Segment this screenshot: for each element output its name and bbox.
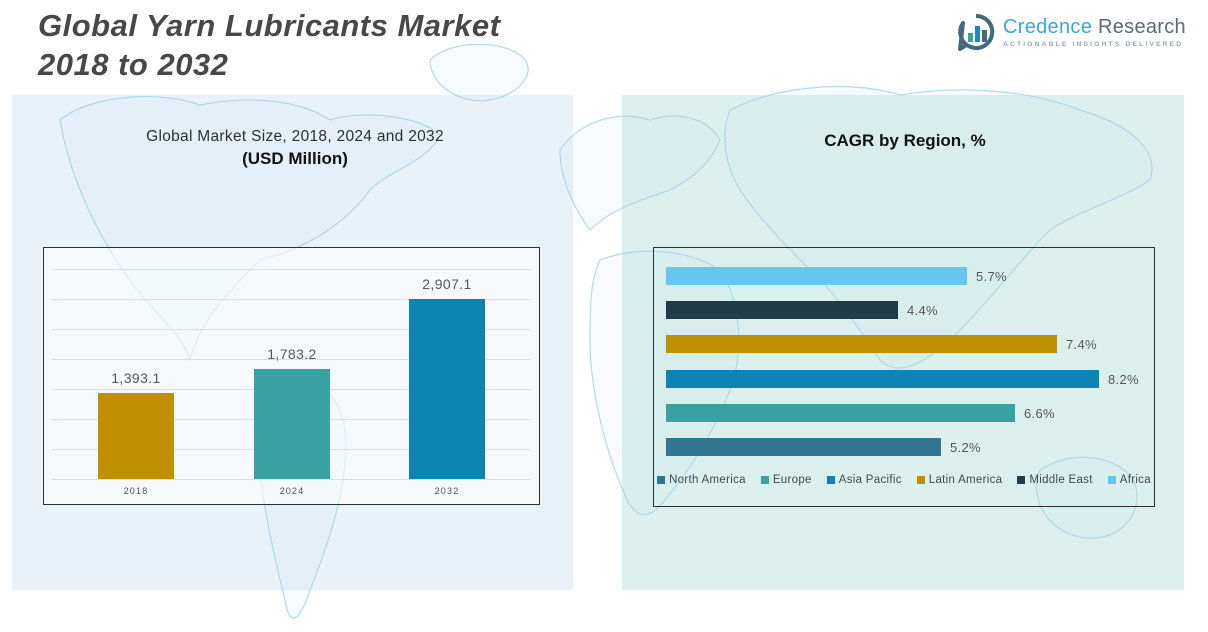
page-title: Global Yarn Lubricants Market 2018 to 203…: [38, 6, 500, 84]
logo-brand-primary: Credence: [1003, 16, 1093, 38]
page-title-line2: 2018 to 2032: [38, 47, 229, 82]
legend-swatch: [760, 476, 769, 484]
legend-label: North America: [669, 474, 746, 486]
logo-brand-secondary: Research: [1097, 16, 1186, 38]
cagr-value-label: 7.4%: [1066, 337, 1097, 352]
legend-swatch: [1017, 476, 1026, 484]
page-title-line1: Global Yarn Lubricants Market: [38, 8, 501, 43]
cagr-bar-europe: [666, 404, 1015, 422]
cagr-bar-middle-east: [666, 301, 898, 319]
credence-research-logo: Credence Research Actionable Insights De…: [956, 13, 1186, 53]
legend-swatch: [916, 476, 925, 484]
market-size-value-label: 2,907.1: [422, 276, 472, 292]
logo-bar-chart-icon: [958, 13, 995, 51]
legend-item-north-america: North America: [657, 474, 746, 486]
cagr-value-label: 8.2%: [1108, 372, 1139, 387]
market-size-axis-label: 2032: [434, 486, 460, 496]
gridline: [52, 269, 531, 270]
legend-item-middle-east: Middle East: [1017, 474, 1092, 486]
legend-label: Asia Pacific: [838, 474, 902, 486]
legend-label: Latin America: [928, 474, 1003, 486]
market-size-chart-title: Global Market Size, 2018, 2024 and 2032 …: [75, 128, 515, 169]
cagr-value-label: 4.4%: [907, 303, 938, 318]
market-size-value-label: 1,783.2: [267, 346, 317, 362]
market-size-axis-label: 2024: [279, 486, 305, 496]
legend-swatch: [657, 476, 666, 484]
market-size-axis-label: 2018: [123, 486, 149, 496]
gridline: [52, 329, 531, 330]
legend-swatch: [826, 476, 835, 484]
market-size-bar-2018: [98, 393, 174, 479]
legend-label: Middle East: [1029, 474, 1093, 486]
cagr-chart-title: CAGR by Region, %: [824, 131, 986, 150]
logo-text: Credence Research Actionable Insights De…: [1003, 13, 1186, 48]
legend-label: Africa: [1119, 474, 1151, 486]
market-size-bar-2032: [409, 299, 485, 479]
cagr-bar-latin-america: [666, 335, 1057, 353]
cagr-value-label: 5.7%: [976, 269, 1007, 284]
legend-item-africa: Africa: [1107, 474, 1151, 486]
logo-brand: Credence Research: [1003, 16, 1186, 39]
cagr-bar-north-america: [666, 438, 941, 456]
cagr-bar-africa: [666, 267, 967, 285]
market-size-chart: 1,393.1 2018 1,783.2 2024 2,907.1 2032: [43, 247, 540, 505]
logo-tagline: Actionable Insights Delivered: [1003, 41, 1184, 48]
cagr-value-label: 6.6%: [1024, 406, 1055, 421]
market-size-bar-2024: [254, 369, 330, 479]
market-size-value-label: 1,393.1: [111, 370, 161, 386]
cagr-value-label: 5.2%: [950, 440, 981, 455]
market-size-chart-title-line2: (USD Million): [242, 149, 348, 168]
gridline: [52, 359, 531, 360]
gridline: [52, 479, 531, 480]
cagr-chart: 5.7% 4.4% 7.4% 8.2% 6.6% 5.2% North America Eur…: [653, 247, 1155, 507]
legend-label: Europe: [772, 474, 812, 486]
market-size-chart-title-line1: Global Market Size, 2018, 2024 and 2032: [146, 128, 444, 145]
legend-item-latin-america: Latin America: [916, 474, 1003, 486]
cagr-bar-asia-pacific: [666, 370, 1099, 388]
legend-item-europe: Europe: [760, 474, 812, 486]
legend-swatch: [1107, 476, 1116, 484]
cagr-legend: North America Europe Asia Pacific Latin Ame…: [654, 474, 1154, 486]
gridline: [52, 299, 531, 300]
legend-item-asia-pacific: Asia Pacific: [826, 474, 902, 486]
